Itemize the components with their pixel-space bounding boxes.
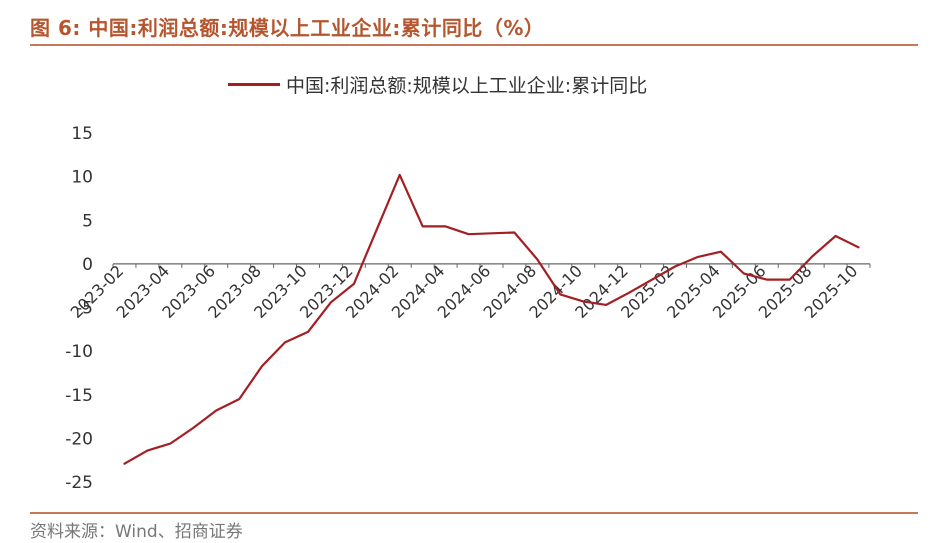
source-divider	[30, 512, 918, 514]
y-tick-label: -20	[65, 429, 93, 449]
source-note: 资料来源：Wind、招商证券	[30, 522, 243, 542]
y-tick-label: 5	[82, 211, 93, 231]
y-tick-label: 0	[82, 255, 93, 275]
series-line	[123, 173, 860, 465]
title-divider	[30, 44, 918, 46]
chart-legend: 中国:利润总额:规模以上工业企业:累计同比	[228, 70, 647, 98]
legend-line-swatch	[228, 82, 280, 86]
y-tick-label: -10	[65, 342, 93, 362]
y-tick-label: 10	[71, 168, 93, 188]
figure-title: 图 6: 中国:利润总额:规模以上工业企业:累计同比（%）	[30, 16, 545, 40]
legend-label: 中国:利润总额:规模以上工业企业:累计同比	[286, 74, 648, 97]
y-tick-label: -25	[65, 473, 93, 493]
y-tick-label: -5	[76, 299, 93, 319]
y-tick-label: -15	[65, 386, 93, 406]
y-tick-label: 15	[71, 124, 93, 144]
